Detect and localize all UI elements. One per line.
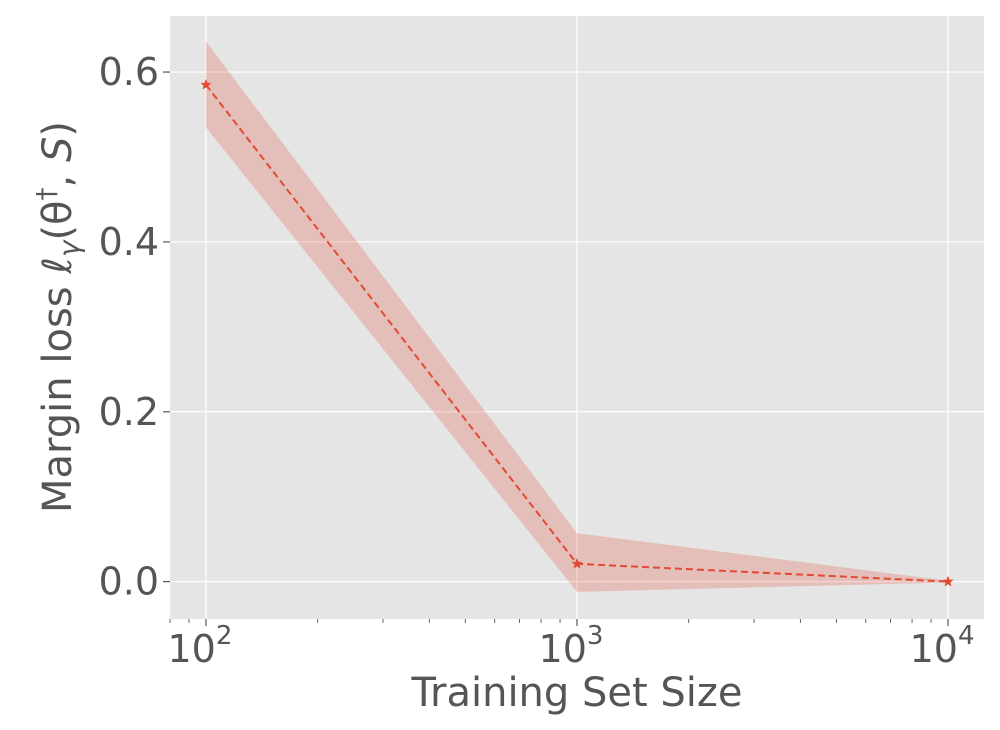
x-tick-label: 104 xyxy=(910,621,975,671)
marker-layer xyxy=(200,78,954,587)
y-tick-label: 0.2 xyxy=(99,390,159,434)
y-tick-label: 0.4 xyxy=(99,220,159,264)
x-axis-label: Training Set Size xyxy=(410,670,742,716)
x-tick-labels: 102 103 104 xyxy=(168,621,975,671)
x-tick-label: 103 xyxy=(539,621,604,671)
x-tick-label: 102 xyxy=(168,621,233,671)
data-point-marker xyxy=(571,557,583,569)
y-axis-label: Margin loss ℓγ(θ†, S) xyxy=(32,121,86,513)
grid xyxy=(170,16,984,619)
ticks xyxy=(163,71,949,626)
y-tick-label: 0.0 xyxy=(99,560,159,604)
data-point-marker xyxy=(200,78,212,90)
data-point-marker xyxy=(942,575,954,587)
y-tick-label: 0.6 xyxy=(99,50,159,94)
y-tick-labels: 0.0 0.2 0.4 0.6 xyxy=(99,50,159,604)
